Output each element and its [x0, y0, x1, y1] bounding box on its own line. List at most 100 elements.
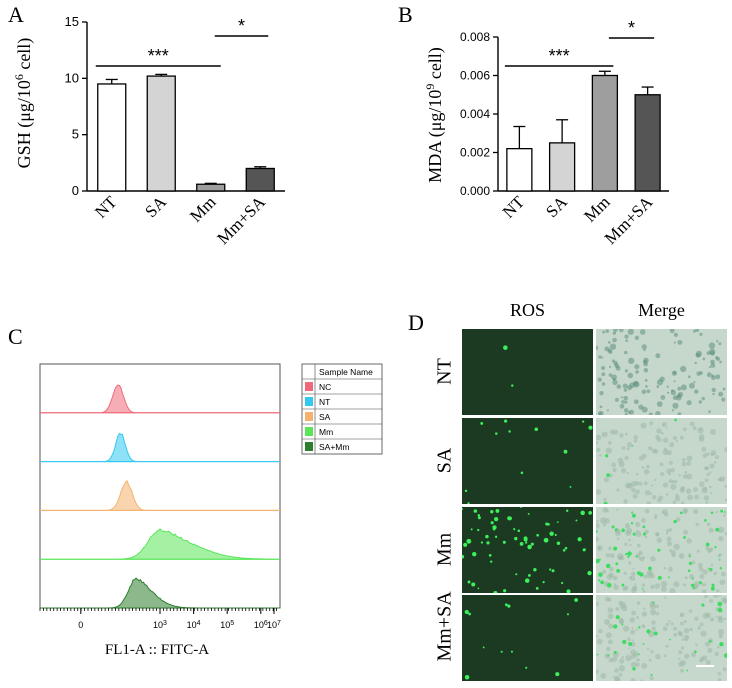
- cell-texture: [613, 583, 617, 586]
- fluorescent-cell: [598, 572, 603, 577]
- cell-texture: [655, 611, 660, 616]
- fluorescent-cell: [566, 613, 570, 616]
- fluorescent-cell: [615, 562, 619, 566]
- fluorescent-cell: [709, 567, 713, 571]
- cell-texture: [616, 384, 622, 389]
- cell-texture: [643, 357, 649, 364]
- cell-texture: [645, 385, 648, 388]
- cell-texture: [719, 579, 726, 586]
- fluorescent-cell: [466, 538, 472, 544]
- cell-texture: [699, 332, 703, 336]
- fluorescent-cell: [525, 666, 528, 669]
- cell-texture: [663, 447, 668, 451]
- cell-texture: [624, 369, 628, 373]
- fluorescent-cell: [720, 509, 724, 513]
- fluorescent-cell: [616, 568, 621, 573]
- cell-texture: [697, 427, 704, 434]
- image-background: [462, 595, 593, 681]
- fluorescent-cell: [468, 612, 471, 616]
- cell-texture: [703, 583, 707, 587]
- cell-texture: [678, 650, 683, 655]
- cell-texture: [711, 387, 716, 393]
- cell-texture: [708, 485, 712, 489]
- cell-texture: [643, 348, 646, 352]
- cell-texture: [644, 378, 648, 382]
- gsh-category-label: Mm: [186, 192, 219, 225]
- cell-texture: [638, 482, 643, 486]
- cell-texture: [625, 339, 629, 343]
- cell-texture: [606, 573, 613, 580]
- cell-texture: [713, 460, 717, 464]
- cell-texture: [596, 519, 599, 523]
- cell-texture: [601, 431, 608, 438]
- merge-image-mm: [596, 507, 727, 593]
- cell-texture: [602, 433, 605, 436]
- cell-texture: [627, 637, 631, 642]
- cell-texture: [722, 514, 726, 517]
- cell-texture: [713, 571, 717, 576]
- cell-texture: [662, 424, 665, 427]
- cell-texture: [708, 366, 712, 369]
- cell-texture: [724, 532, 727, 536]
- cell-texture: [632, 493, 638, 499]
- cell-texture: [686, 538, 693, 544]
- fluorescent-cell: [561, 581, 564, 585]
- cell-texture: [621, 446, 626, 450]
- cell-texture: [694, 494, 700, 500]
- cell-texture: [722, 667, 727, 672]
- cell-texture: [724, 498, 727, 502]
- merge-image-sa: [596, 418, 727, 504]
- fluorescent-cell: [511, 384, 514, 387]
- fluorescent-cell: [611, 525, 615, 529]
- fluorescent-cell: [686, 669, 689, 672]
- fluorescent-cell: [493, 590, 498, 593]
- cell-texture: [608, 623, 614, 629]
- cell-texture: [603, 497, 607, 502]
- cell-texture: [597, 377, 602, 382]
- fluorescent-cell: [477, 516, 481, 520]
- cell-texture: [598, 410, 604, 415]
- cell-texture: [596, 638, 603, 645]
- cell-texture: [605, 329, 610, 333]
- fluorescent-cell: [641, 588, 644, 590]
- cell-texture: [721, 397, 726, 402]
- fluorescent-cell: [502, 540, 506, 544]
- mda-bar-chart: MDA (μg/109 cell) 0.000 0.002 0.004 0.006 0.…: [423, 18, 669, 248]
- cell-texture: [655, 653, 661, 660]
- cell-texture: [605, 632, 612, 639]
- cell-texture: [680, 668, 685, 673]
- fluorescent-cell: [708, 639, 712, 643]
- row-label-sa: SA: [433, 447, 456, 474]
- cell-texture: [719, 360, 722, 364]
- cell-texture: [718, 391, 724, 397]
- cell-texture: [651, 495, 657, 500]
- cell-texture: [630, 661, 637, 668]
- cell-texture: [698, 567, 704, 572]
- cell-texture: [705, 660, 711, 665]
- fluorescent-cell: [494, 535, 498, 538]
- cell-texture: [640, 422, 647, 429]
- fluorescent-cell: [527, 544, 532, 550]
- cell-texture: [694, 389, 699, 394]
- cell-texture: [596, 635, 599, 638]
- cell-texture: [693, 381, 696, 384]
- fluorescent-cell: [627, 551, 632, 556]
- cell-texture: [611, 462, 617, 468]
- fluorescent-cell: [673, 519, 677, 524]
- cell-texture: [686, 455, 693, 462]
- cell-texture: [600, 672, 607, 679]
- fluorescent-cell: [717, 601, 723, 607]
- cell-texture: [616, 508, 619, 511]
- fluorescent-cell: [624, 553, 628, 556]
- gsh-bar: [146, 75, 176, 192]
- cell-texture: [617, 553, 624, 560]
- cell-texture: [622, 383, 628, 389]
- cell-texture: [655, 353, 661, 359]
- gsh-bar: [196, 183, 226, 192]
- cell-texture: [681, 638, 684, 641]
- fluorescent-cell: [470, 528, 473, 531]
- cell-texture: [604, 618, 611, 625]
- cell-texture: [666, 449, 673, 456]
- cell-texture: [631, 487, 636, 493]
- fluorescent-cell: [494, 516, 499, 522]
